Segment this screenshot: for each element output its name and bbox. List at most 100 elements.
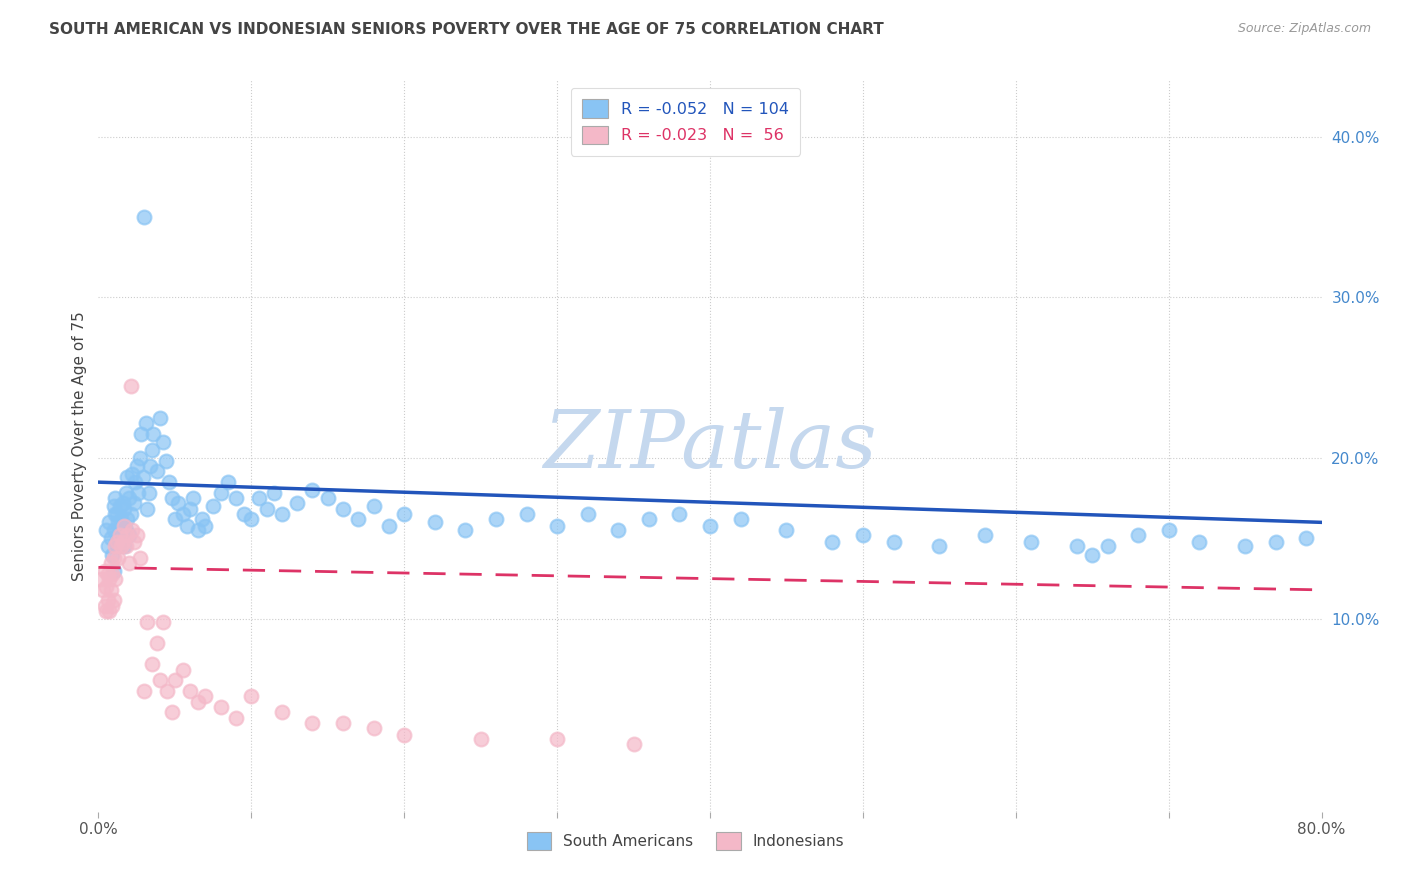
Point	[125, 528, 148, 542]
Point	[107, 540, 129, 554]
Point	[160, 491, 183, 506]
Point	[135, 416, 157, 430]
Point	[103, 592, 125, 607]
Point	[209, 486, 232, 500]
Point	[101, 599, 124, 613]
Point	[122, 496, 145, 510]
Point	[1157, 524, 1180, 538]
Point	[157, 475, 180, 490]
Point	[637, 512, 661, 526]
Point	[108, 524, 131, 538]
Point	[179, 684, 201, 698]
Point	[112, 518, 135, 533]
Point	[104, 491, 127, 506]
Point	[121, 467, 143, 482]
Point	[91, 582, 114, 597]
Point	[129, 426, 152, 441]
Point	[141, 443, 163, 458]
Point	[98, 572, 121, 586]
Point	[546, 732, 568, 747]
Point	[104, 508, 127, 522]
Point	[108, 500, 131, 514]
Point	[145, 464, 167, 478]
Point	[139, 459, 162, 474]
Point	[187, 524, 209, 538]
Point	[316, 491, 339, 506]
Point	[136, 502, 159, 516]
Point	[232, 508, 254, 522]
Point	[110, 534, 132, 549]
Point	[112, 502, 135, 516]
Point	[103, 524, 125, 538]
Point	[1128, 528, 1150, 542]
Point	[775, 524, 797, 538]
Point	[1081, 548, 1104, 562]
Point	[101, 548, 124, 562]
Point	[97, 592, 120, 607]
Point	[136, 615, 159, 629]
Point	[93, 564, 115, 578]
Y-axis label: Seniors Poverty Over the Age of 75: Seniors Poverty Over the Age of 75	[72, 311, 87, 581]
Point	[821, 534, 844, 549]
Point	[699, 518, 721, 533]
Point	[181, 491, 204, 506]
Point	[100, 532, 122, 546]
Point	[1066, 540, 1088, 554]
Point	[347, 512, 370, 526]
Point	[240, 512, 263, 526]
Point	[100, 582, 122, 597]
Point	[378, 518, 401, 533]
Point	[668, 508, 690, 522]
Point	[103, 500, 125, 514]
Point	[128, 451, 150, 466]
Point	[97, 540, 120, 554]
Point	[247, 491, 270, 506]
Point	[98, 604, 121, 618]
Point	[155, 454, 177, 468]
Point	[115, 486, 138, 500]
Point	[263, 486, 285, 500]
Point	[187, 695, 209, 709]
Point	[1097, 540, 1119, 554]
Point	[1019, 534, 1042, 549]
Point	[142, 426, 165, 441]
Point	[118, 556, 141, 570]
Point	[172, 508, 194, 522]
Point	[124, 475, 146, 490]
Point	[301, 716, 323, 731]
Text: ZIPatlas: ZIPatlas	[543, 408, 877, 484]
Point	[138, 486, 160, 500]
Point	[852, 528, 875, 542]
Point	[225, 711, 247, 725]
Point	[485, 512, 508, 526]
Point	[101, 566, 124, 581]
Point	[117, 528, 139, 542]
Point	[194, 689, 217, 703]
Point	[623, 737, 645, 751]
Point	[225, 491, 247, 506]
Point	[105, 508, 128, 522]
Point	[392, 727, 416, 741]
Point	[117, 470, 139, 484]
Point	[179, 502, 201, 516]
Point	[160, 705, 183, 719]
Point	[516, 508, 538, 522]
Point	[332, 502, 354, 516]
Point	[111, 518, 134, 533]
Point	[607, 524, 630, 538]
Point	[363, 721, 385, 735]
Point	[104, 572, 127, 586]
Point	[454, 524, 477, 538]
Point	[105, 532, 128, 546]
Point	[120, 378, 142, 392]
Point	[103, 550, 125, 565]
Point	[128, 550, 150, 565]
Point	[134, 210, 156, 224]
Point	[110, 540, 132, 554]
Point	[730, 512, 752, 526]
Point	[546, 518, 568, 533]
Point	[1264, 534, 1286, 549]
Point	[121, 524, 143, 538]
Point	[100, 556, 122, 570]
Point	[94, 524, 117, 538]
